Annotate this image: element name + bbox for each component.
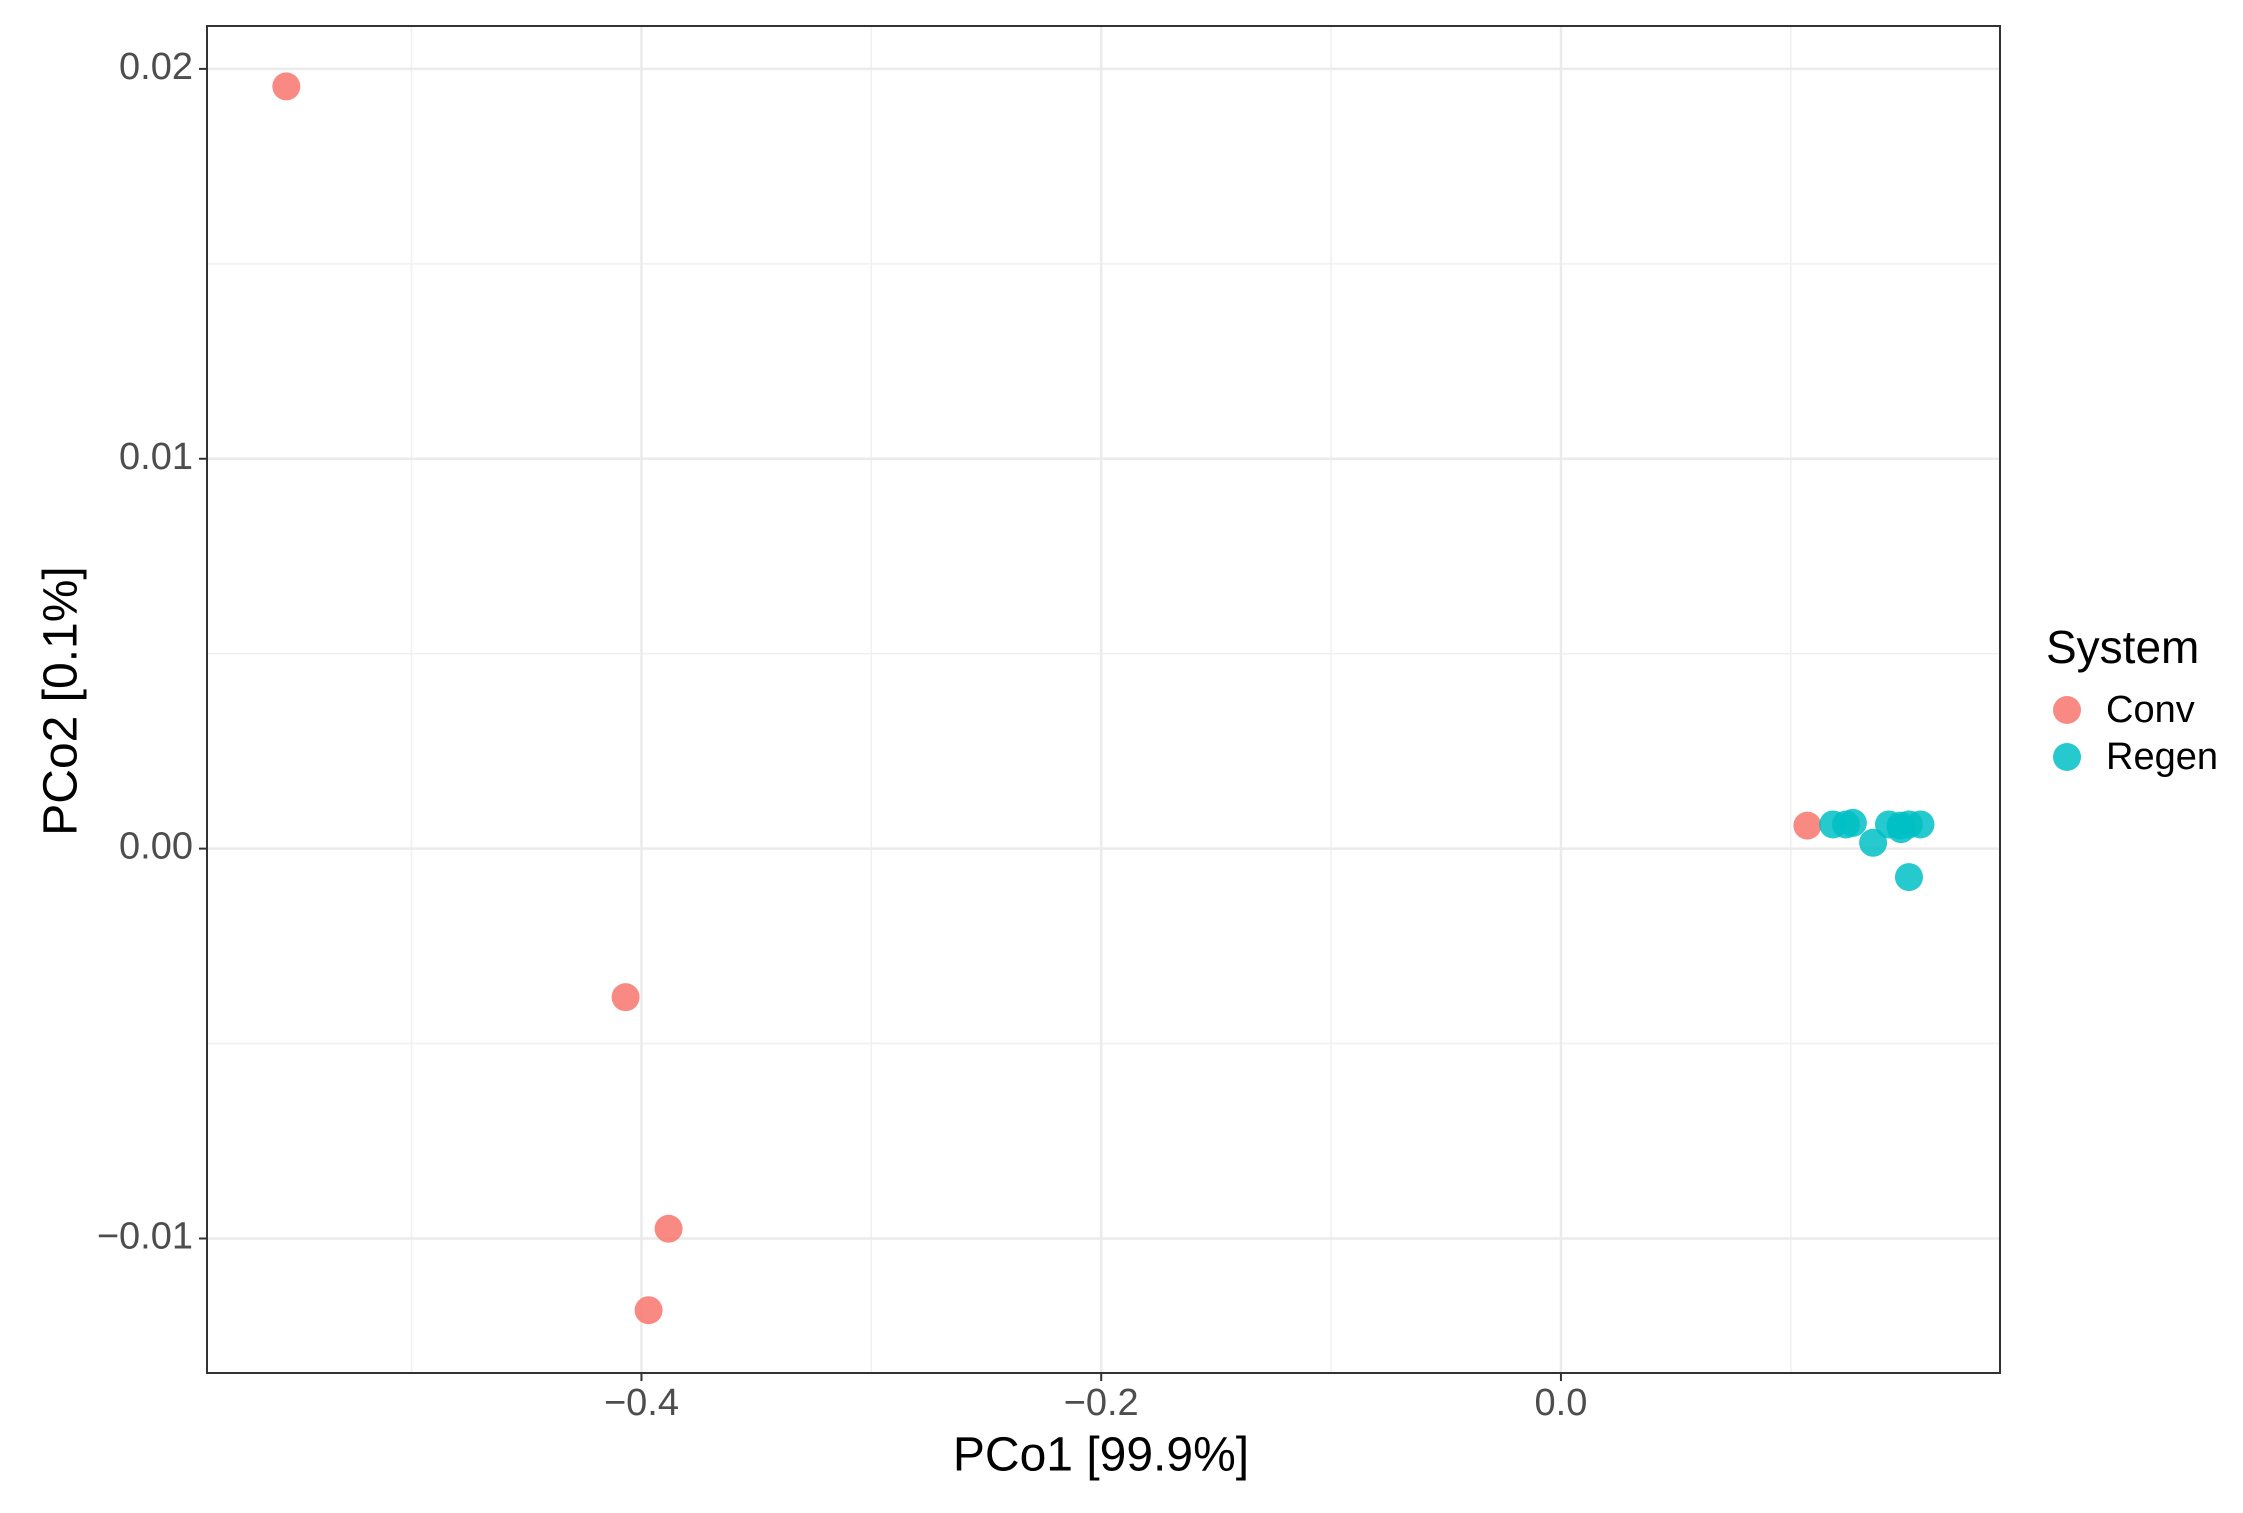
point: [611, 983, 640, 1012]
x-tick-label: 0.0: [1535, 1382, 1588, 1424]
x-tick-label: −0.2: [1064, 1382, 1139, 1424]
y-axis-title: PCo2 [0.1%]: [35, 566, 88, 835]
y-tick-label: −0.01: [97, 1216, 193, 1258]
point: [1838, 808, 1867, 837]
legend-marker: [2053, 743, 2081, 771]
point: [654, 1214, 683, 1243]
y-tick-label: 0.01: [119, 436, 193, 478]
x-tick-label: −0.4: [604, 1382, 679, 1424]
point: [634, 1296, 663, 1325]
y-tick-label: 0.00: [119, 826, 193, 868]
plot-background: [207, 26, 2000, 1373]
point: [1887, 815, 1916, 844]
y-tick-label: 0.02: [119, 46, 193, 88]
legend-marker: [2053, 696, 2081, 724]
plot-border: [206, 25, 2001, 1374]
legend-label: Conv: [2106, 689, 2195, 731]
legend-label: Regen: [2106, 736, 2218, 778]
x-axis-title: PCo1 [99.9%]: [953, 1429, 1249, 1482]
legend-title: System: [2046, 621, 2199, 673]
point: [272, 72, 301, 101]
point: [1793, 811, 1822, 840]
point: [1894, 863, 1923, 892]
point: [1859, 828, 1888, 857]
